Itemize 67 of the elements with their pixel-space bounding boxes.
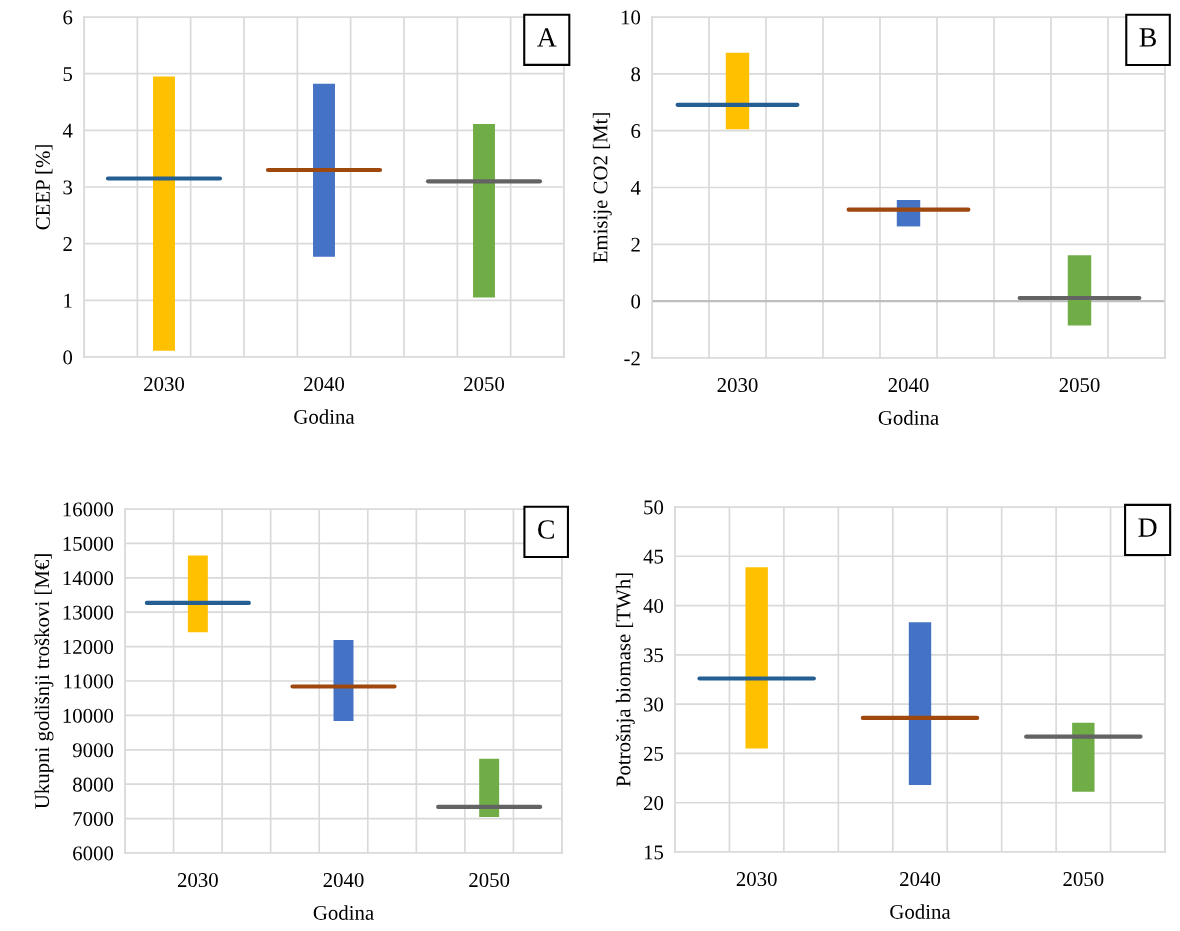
x-axis-title: Godina (294, 409, 355, 424)
x-tick-label: 2040 (900, 872, 941, 887)
y-tick-label: 25 (643, 746, 664, 761)
y-tick-label: 15 (644, 845, 664, 860)
y-tick-label: 6000 (73, 846, 114, 861)
y-tick-label: 20 (643, 796, 664, 811)
bar (1072, 722, 1095, 792)
y-tick-label: 1 (64, 293, 72, 308)
annotation: C (538, 520, 554, 539)
y-tick-label: 16000 (63, 502, 114, 517)
x-tick-label: 2030 (144, 377, 185, 392)
y-tick-label: 30 (644, 697, 664, 712)
bar (479, 758, 500, 817)
y-tick-label: 12000 (63, 639, 114, 655)
y-tick-label: 14000 (63, 571, 114, 586)
x-tick-label: 2040 (304, 377, 345, 392)
y-tick-label: 2 (631, 237, 640, 252)
x-tick-label: 2050 (1059, 378, 1100, 393)
y-tick-label: 5 (63, 67, 73, 82)
y-tick-label: 50 (644, 500, 664, 515)
y-axis-title: Ukupni godišnji troškovi [M€] (34, 554, 54, 809)
x-tick-label: 2050 (469, 873, 510, 888)
y-tick-label: 2 (63, 237, 72, 251)
y-axis-title: Emisije CO2 [Mt] (592, 113, 612, 263)
bar (473, 124, 495, 298)
y-tick-label: 15000 (63, 536, 114, 551)
x-tick-label: 2030 (177, 873, 218, 888)
bar (725, 52, 750, 130)
x-axis-title: Godina (878, 410, 939, 425)
annotation: A (537, 28, 557, 47)
x-tick-label: 2050 (1063, 872, 1104, 887)
y-tick-label: 0 (63, 350, 73, 365)
x-axis-title: Godina (313, 905, 374, 920)
bar (313, 83, 335, 257)
y-tick-label: 7000 (73, 811, 114, 827)
y-tick-label: -2 (624, 351, 640, 366)
y-tick-label: 8000 (73, 777, 114, 792)
y-tick-label: 10 (621, 10, 641, 25)
y-tick-label: 45 (643, 549, 664, 564)
y-tick-label: 35 (644, 648, 664, 663)
y-tick-label: 13000 (63, 605, 114, 620)
x-tick-label: 2040 (323, 873, 364, 888)
y-tick-label: 9000 (72, 743, 114, 758)
y-tick-label: 10000 (63, 708, 114, 723)
bar (153, 76, 175, 351)
x-tick-label: 2040 (888, 378, 929, 393)
x-tick-label: 2030 (736, 872, 777, 887)
bar (745, 567, 768, 749)
y-tick-label: 4 (62, 123, 73, 138)
y-tick-label: 11000 (64, 674, 114, 689)
y-tick-label: 4 (630, 181, 641, 195)
y-tick-label: 8 (631, 67, 641, 82)
x-tick-label: 2050 (464, 377, 505, 392)
y-tick-label: 6 (631, 124, 641, 139)
y-tick-label: 3 (63, 180, 73, 195)
y-axis-title: Potrošnja biomase [TWh] (615, 573, 635, 787)
bar (1067, 255, 1092, 326)
y-tick-label: 0 (631, 294, 641, 309)
annotation: B (1139, 28, 1156, 47)
y-axis-title: CEEP [%] (35, 145, 53, 230)
bar (187, 555, 208, 633)
x-tick-label: 2030 (717, 378, 758, 393)
bar (908, 622, 932, 785)
x-axis-title: Godina (890, 904, 951, 919)
y-tick-label: 6 (63, 10, 73, 25)
annotation: D (1138, 518, 1157, 537)
y-tick-label: 40 (643, 598, 664, 613)
